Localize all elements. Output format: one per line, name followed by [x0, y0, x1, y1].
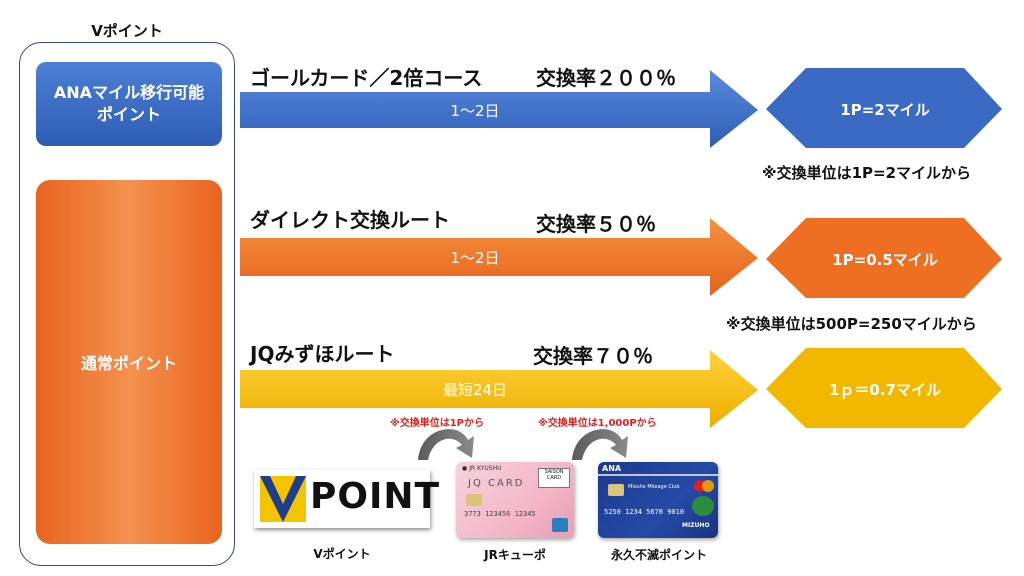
vpoint-v-mark	[260, 476, 306, 522]
route2-duration: 1～2日	[450, 248, 500, 267]
route1-note: ※交換単位は1P=2マイルから	[762, 164, 972, 182]
ana-box-line1: ANAマイル移行可能	[53, 83, 205, 102]
route2-result: 1P=0.5マイル	[832, 250, 938, 269]
vpoint-logo: POINT	[254, 470, 439, 528]
curved-arrow-2	[572, 429, 628, 460]
mizuho-card-number: 5250 1234 5678 9010	[604, 508, 685, 516]
ana-box-line2: ポイント	[96, 105, 161, 124]
route2-rate: 交換率５０％	[536, 212, 656, 236]
route1-duration: 1～2日	[450, 101, 500, 120]
route3-title: JQみずほルート	[250, 342, 395, 366]
jq-unit-note: ※交換単位は1Pから	[390, 418, 485, 429]
vpoint-caption: Vポイント	[313, 547, 371, 561]
jq-card-number: 3773 123456 12345	[464, 510, 536, 518]
vpoint-logo-text: POINT	[310, 476, 441, 517]
normal-box-label: 通常ポイント	[80, 354, 177, 373]
route2-result-hexagon	[766, 218, 1002, 298]
route1-result: 1P=2マイル	[840, 100, 930, 119]
route3-duration: 最短24日	[442, 380, 508, 399]
route1-rate: 交換率２００％	[536, 66, 676, 90]
route1-title: ゴールカード／2倍コース	[250, 66, 483, 90]
curved-arrow-1	[418, 429, 474, 460]
container-title: Vポイント	[91, 22, 163, 40]
route3-result: 1ｐ＝0.7マイル	[828, 380, 941, 399]
normal-points-box: 通常ポイント	[36, 180, 222, 544]
ana-transferable-points-box: ANAマイル移行可能 ポイント	[36, 62, 222, 146]
mizuho-card-text: ANA	[602, 464, 622, 473]
route3-arrow	[240, 350, 758, 428]
jq-card-image: ● JR KYUSHU SAISON CARD JQ CARD 3773 123…	[456, 462, 574, 538]
route2-note: ※交換単位は500P=250マイルから	[726, 315, 977, 333]
route1-arrow	[240, 70, 758, 148]
mizuho-unit-note: ※交換単位は1,000Pから	[538, 418, 657, 429]
mizuho-caption: 永久不滅ポイント	[610, 548, 707, 562]
mizuho-card-image: ANA Mizuho Mileage Club 5250 1234 5678 9…	[598, 462, 718, 538]
jq-card-text: JQ CARD	[468, 478, 525, 489]
route2-title: ダイレクト交換ルート	[250, 208, 450, 232]
route3-result-hexagon	[766, 348, 1002, 428]
mizuho-card-bank: MIZUHO	[682, 522, 710, 529]
mizuho-card-name: Mizuho Mileage Club	[628, 484, 680, 490]
route3-rate: 交換率７０％	[533, 344, 653, 368]
vpoint-container	[19, 42, 235, 566]
route2-arrow	[240, 218, 758, 296]
jq-caption: JRキューポ	[484, 548, 546, 562]
jq-card-brand: SAISON CARD	[538, 468, 570, 488]
route1-result-hexagon	[766, 68, 1002, 148]
